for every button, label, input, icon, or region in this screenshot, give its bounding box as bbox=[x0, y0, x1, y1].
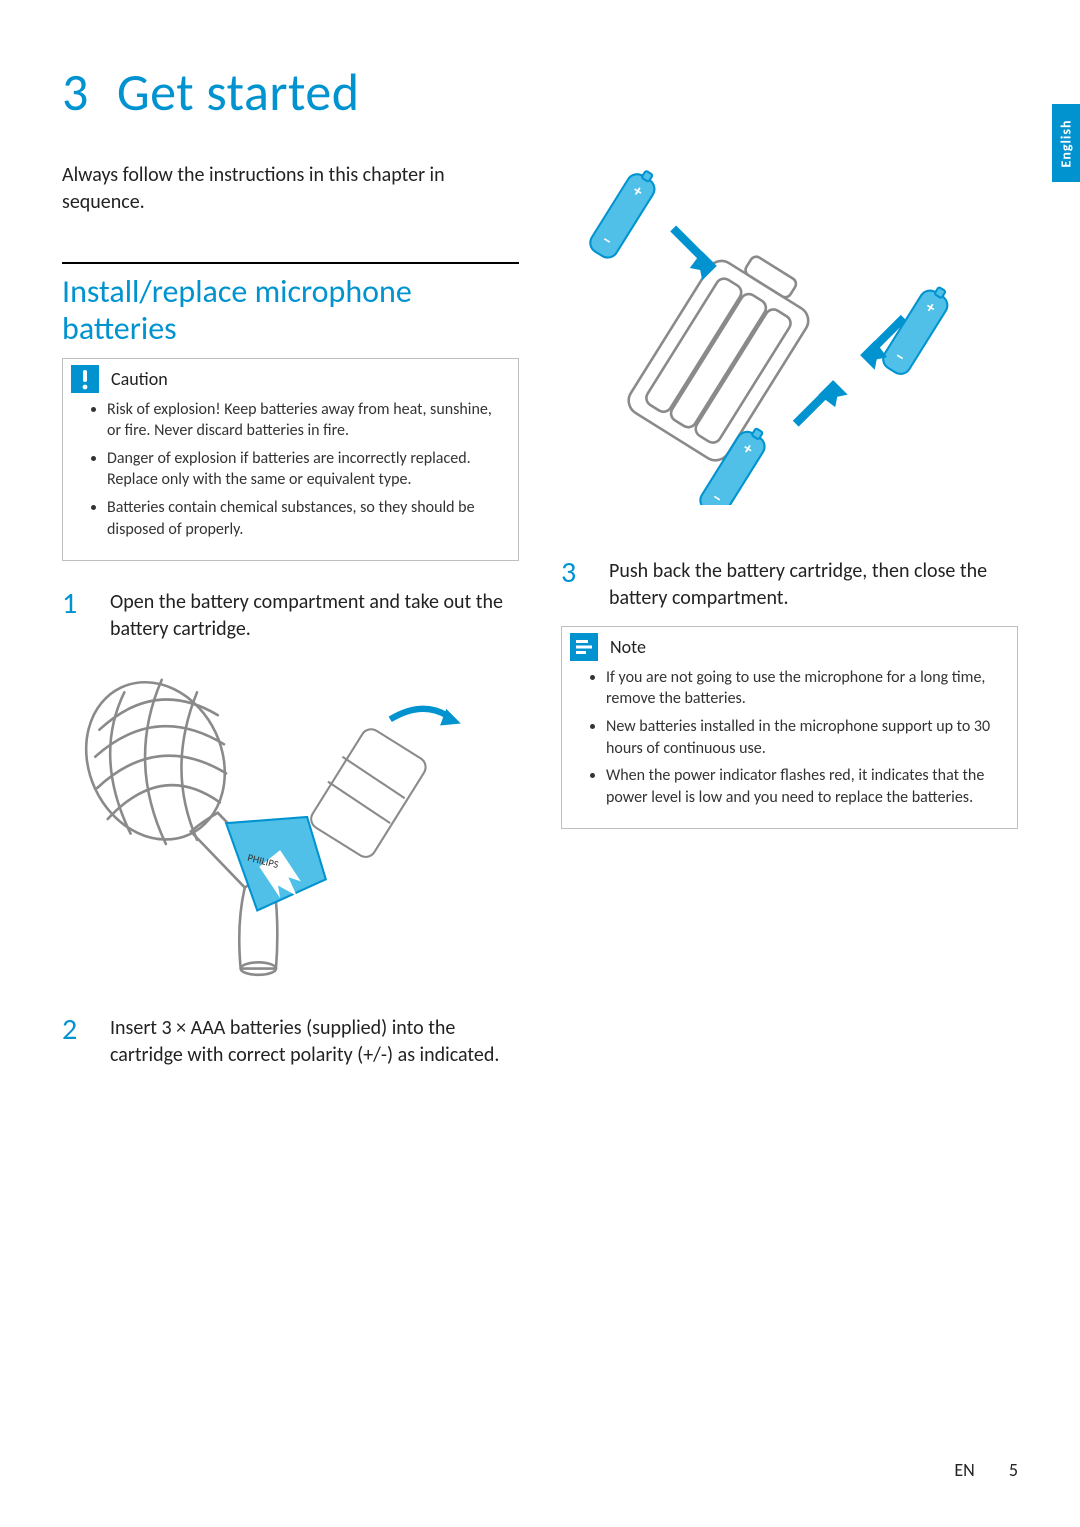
note-icon bbox=[570, 633, 598, 661]
page-footer: EN 5 bbox=[954, 1459, 1018, 1481]
section-heading: Install/replace microphone batteries bbox=[62, 274, 519, 348]
step-3: 3 Push back the battery cartridge, then … bbox=[561, 558, 1018, 612]
step-2: 2 Insert 3 × AAA batteries (supplied) in… bbox=[62, 1015, 519, 1069]
step-number: 3 bbox=[561, 558, 587, 612]
language-tab-label: English bbox=[1058, 119, 1075, 167]
step-number: 1 bbox=[62, 589, 88, 643]
note-title: Note bbox=[610, 636, 646, 658]
note-item: When the power indicator flashes red, it… bbox=[606, 765, 1003, 808]
step-text: Push back the battery cartridge, then cl… bbox=[609, 558, 1018, 612]
section-divider bbox=[62, 262, 519, 264]
footer-page-number: 5 bbox=[1009, 1459, 1018, 1481]
chapter-title-text: Get started bbox=[117, 60, 360, 124]
note-box: Note If you are not going to use the mic… bbox=[561, 626, 1018, 830]
caution-item: Risk of explosion! Keep batteries away f… bbox=[107, 399, 504, 442]
caution-item: Batteries contain chemical substances, s… bbox=[107, 497, 504, 540]
step-1: 1 Open the battery compartment and take … bbox=[62, 589, 519, 643]
illustration-insert-batteries: + − bbox=[561, 162, 1018, 505]
caution-box: Caution Risk of explosion! Keep batterie… bbox=[62, 358, 519, 562]
caution-item: Danger of explosion if batteries are inc… bbox=[107, 448, 504, 491]
chapter-number: 3 bbox=[62, 60, 89, 124]
step-number: 2 bbox=[62, 1015, 88, 1069]
note-item: If you are not going to use the micropho… bbox=[606, 667, 1003, 710]
step-text: Open the battery compartment and take ou… bbox=[110, 589, 519, 643]
language-tab: English bbox=[1052, 104, 1080, 182]
intro-text: Always follow the instructions in this c… bbox=[62, 162, 519, 216]
step-text: Insert 3 × AAA batteries (supplied) into… bbox=[110, 1015, 519, 1069]
chapter-title: 3 Get started bbox=[62, 60, 1018, 124]
footer-lang: EN bbox=[954, 1459, 974, 1481]
illustration-open-compartment: PHILIPS bbox=[62, 657, 519, 989]
note-item: New batteries installed in the microphon… bbox=[606, 716, 1003, 759]
caution-title: Caution bbox=[111, 368, 168, 390]
caution-icon bbox=[71, 365, 99, 393]
